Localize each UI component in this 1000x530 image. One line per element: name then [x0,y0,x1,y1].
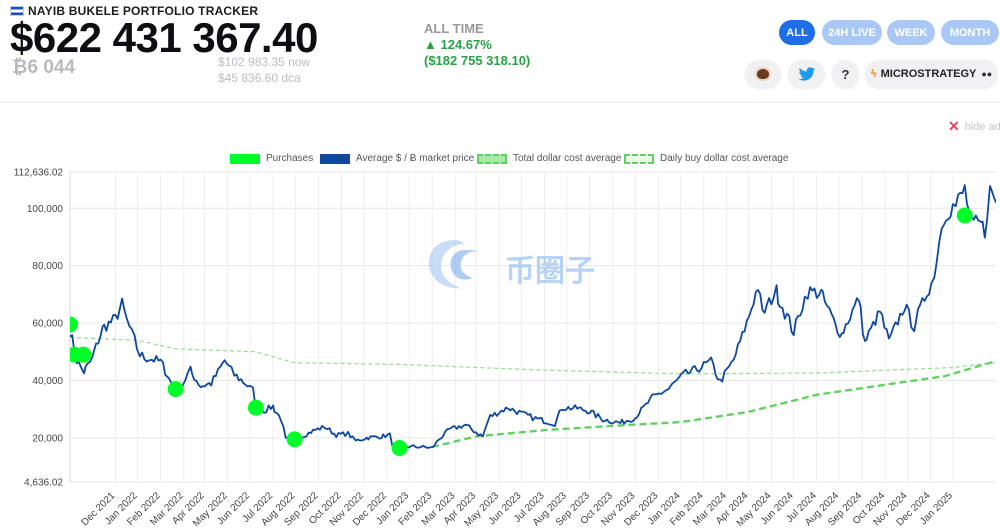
alltime-label: ALL TIME [424,21,484,36]
coffee-button[interactable] [745,60,781,88]
y-tick-label: 20,000 [32,433,63,444]
y-tick-label: 80,000 [32,261,63,272]
purchase-marker [247,399,264,416]
legend-label-purchases: Purchases [266,153,314,164]
purchase-marker [286,431,303,448]
tab-all[interactable]: ALL [779,20,815,45]
market-price-line [70,184,996,450]
legend-swatch-total-dca [477,153,507,164]
hide-ads-link[interactable]: ✕ hide ads [948,118,1000,135]
el-salvador-flag-icon [10,6,24,16]
watermark: 币圈子 [425,236,600,294]
legend-swatch-purchases [230,153,260,164]
purchase-marker [167,381,184,398]
legend-item-daily-dca[interactable]: Daily buy dollar cost average [624,153,788,164]
purchase-marker [956,207,973,224]
close-icon: ✕ [948,118,960,134]
legend-label-market-price: Average $ / Ƀ market price [356,153,475,164]
tab-week[interactable]: WEEK [887,20,935,45]
portfolio-value: $622 431 367.40 [10,14,318,61]
twitter-icon [798,66,815,81]
legend-label-total-dca: Total dollar cost average [513,153,622,164]
hide-ads-label: hide ads [964,120,1000,133]
alltime-change-usd: ($182 755 318.10) [424,53,531,68]
legend-swatch-market-price [320,153,350,164]
legend-label-daily-dca: Daily buy dollar cost average [660,153,789,164]
legend-swatch-daily-dca [624,153,654,164]
price-now: $102 983.35 now [218,55,311,69]
tab-month[interactable]: MONTH [941,20,999,45]
y-tick-label: 100,000 [27,204,64,215]
alltime-change-pct: ▲ 124.67% [424,37,492,52]
eyes-icon: ●● [981,69,993,79]
watermark-logo-icon [428,240,479,289]
microstrategy-label: MICROSTRATEGY [880,68,977,80]
total-dca-line [431,359,996,449]
purchase-marker [70,316,78,333]
daily-dca-line [70,336,996,375]
y-tick-label: 40,000 [32,376,63,387]
header-bar: NAYIB BUKELE PORTFOLIO TRACKER $622 431 … [0,0,1000,103]
y-tick-label: 60,000 [32,319,63,330]
help-button[interactable]: ? [832,60,859,88]
legend-item-market-price[interactable]: Average $ / Ƀ market price [320,153,474,164]
twitter-button[interactable] [788,60,825,88]
watermark-text: 币圈子 [505,254,595,289]
purchase-marker [391,439,408,456]
legend-item-purchases[interactable]: Purchases [230,153,313,164]
tab-24h-live[interactable]: 24H LIVE [822,20,882,45]
help-icon: ? [841,66,850,82]
btc-holdings: ₿6 044 [12,57,76,78]
purchase-marker [75,346,92,363]
coffee-icon [755,67,771,81]
microstrategy-button[interactable]: ϟ MICROSTRATEGY ●● [865,60,998,88]
y-tick-label: 4,636.02 [24,478,63,489]
lightning-icon: ϟ [870,68,877,80]
y-tick-label: 112,636.02 [14,168,64,179]
legend-item-total-dca[interactable]: Total dollar cost average [477,153,621,164]
price-dca: $45 836.60 dca [218,71,301,85]
tracker-title: NAYIB BUKELE PORTFOLIO TRACKER [28,4,259,18]
